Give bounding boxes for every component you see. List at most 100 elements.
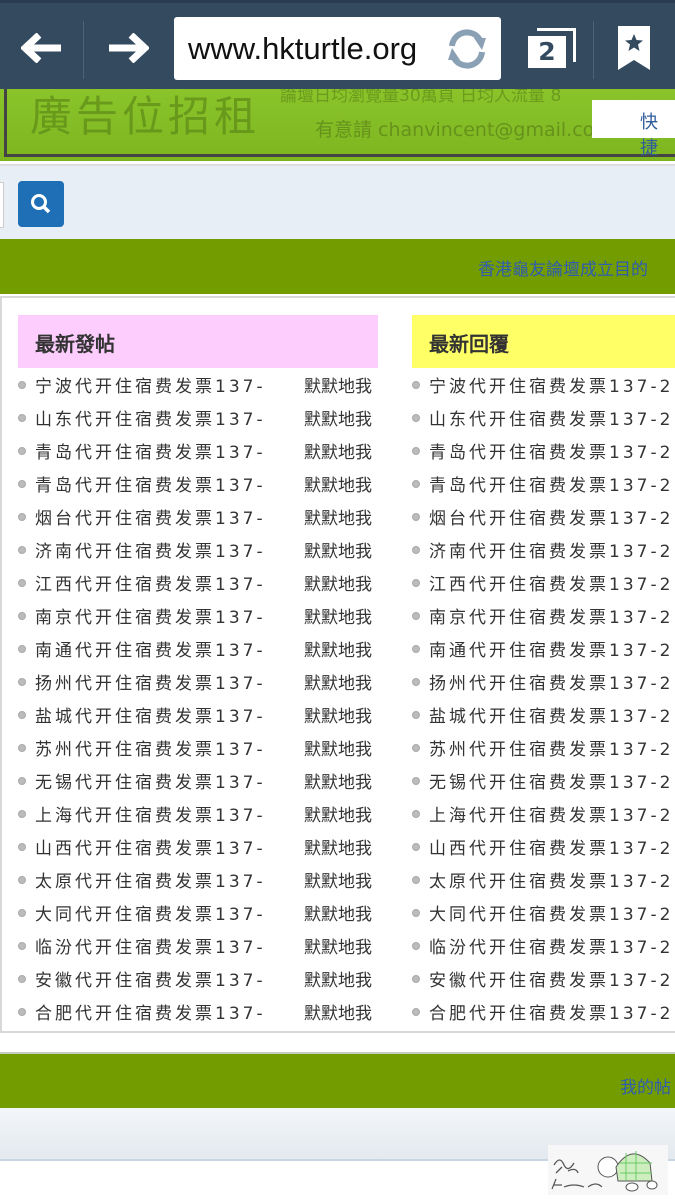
post-title[interactable]: 合肥代开住宿费发票137- (35, 1004, 266, 1024)
list-item[interactable]: 苏州代开住宿费发票137- 默默地我 (18, 731, 380, 764)
post-author[interactable]: 默默地我 (304, 509, 372, 529)
list-item[interactable]: 江西代开住宿费发票137-2 (412, 566, 675, 599)
reply-title[interactable]: 大同代开住宿费发票137-2 (429, 905, 674, 925)
list-item[interactable]: 大同代开住宿费发票137-2 (412, 896, 675, 929)
list-item[interactable]: 安徽代开住宿费发票137- 默默地我 (18, 962, 380, 995)
reply-title[interactable]: 山东代开住宿费发票137-2 (429, 410, 674, 430)
post-title[interactable]: 大同代开住宿费发票137- (35, 905, 266, 925)
post-title[interactable]: 苏州代开住宿费发票137- (35, 740, 266, 760)
list-item[interactable]: 宁波代开住宿费发票137-2 (412, 368, 675, 401)
list-item[interactable]: 临汾代开住宿费发票137- 默默地我 (18, 929, 380, 962)
quick-link[interactable]: 快捷 (592, 100, 675, 159)
reply-title[interactable]: 江西代开住宿费发票137-2 (429, 575, 674, 595)
post-author[interactable]: 默默地我 (304, 740, 372, 760)
post-author[interactable]: 默默地我 (304, 476, 372, 496)
list-item[interactable]: 济南代开住宿费发票137- 默默地我 (18, 533, 380, 566)
reply-title[interactable]: 烟台代开住宿费发票137-2 (429, 509, 674, 529)
list-item[interactable]: 太原代开住宿费发票137-2 (412, 863, 675, 896)
reply-title[interactable]: 上海代开住宿费发票137-2 (429, 806, 674, 826)
post-title[interactable]: 山西代开住宿费发票137- (35, 839, 266, 859)
post-author[interactable]: 默默地我 (304, 872, 372, 892)
post-title[interactable]: 青岛代开住宿费发票137- (35, 476, 266, 496)
post-author[interactable]: 默默地我 (304, 377, 372, 397)
reply-title[interactable]: 合肥代开住宿费发票137-2 (429, 1004, 674, 1024)
forward-button[interactable] (100, 3, 156, 92)
list-item[interactable]: 山西代开住宿费发票137-2 (412, 830, 675, 863)
list-item[interactable]: 南通代开住宿费发票137- 默默地我 (18, 632, 380, 665)
list-item[interactable]: 合肥代开住宿费发票137-2 (412, 995, 675, 1028)
list-item[interactable]: 山东代开住宿费发票137- 默默地我 (18, 401, 380, 434)
list-item[interactable]: 安徽代开住宿费发票137-2 (412, 962, 675, 995)
nav-link[interactable]: 香港龜友論壇成立目的 (478, 260, 648, 280)
list-item[interactable]: 济南代开住宿费发票137-2 (412, 533, 675, 566)
list-item[interactable]: 无锡代开住宿费发票137- 默默地我 (18, 764, 380, 797)
list-item[interactable]: 上海代开住宿费发票137- 默默地我 (18, 797, 380, 830)
list-item[interactable]: 扬州代开住宿费发票137-2 (412, 665, 675, 698)
list-item[interactable]: 无锡代开住宿费发票137-2 (412, 764, 675, 797)
post-author[interactable]: 默默地我 (304, 773, 372, 793)
post-title[interactable]: 太原代开住宿费发票137- (35, 872, 266, 892)
reply-title[interactable]: 苏州代开住宿费发票137-2 (429, 740, 674, 760)
bookmark-button[interactable] (612, 3, 656, 92)
search-input[interactable] (0, 182, 4, 228)
post-author[interactable]: 默默地我 (304, 707, 372, 727)
back-button[interactable] (14, 3, 70, 92)
reply-title[interactable]: 青岛代开住宿费发票137-2 (429, 476, 674, 496)
list-item[interactable]: 烟台代开住宿费发票137- 默默地我 (18, 500, 380, 533)
post-author[interactable]: 默默地我 (304, 674, 372, 694)
post-title[interactable]: 盐城代开住宿费发票137- (35, 707, 266, 727)
hkturtle-logo[interactable] (548, 1145, 668, 1195)
post-author[interactable]: 默默地我 (304, 1004, 372, 1024)
reply-title[interactable]: 安徽代开住宿费发票137-2 (429, 971, 674, 991)
reply-title[interactable]: 无锡代开住宿费发票137-2 (429, 773, 674, 793)
list-item[interactable]: 青岛代开住宿费发票137- 默默地我 (18, 467, 380, 500)
post-title[interactable]: 安徽代开住宿费发票137- (35, 971, 266, 991)
search-button[interactable] (18, 181, 64, 227)
post-author[interactable]: 默默地我 (304, 938, 372, 958)
list-item[interactable]: 盐城代开住宿费发票137- 默默地我 (18, 698, 380, 731)
post-title[interactable]: 南通代开住宿费发票137- (35, 641, 266, 661)
reply-title[interactable]: 南通代开住宿费发票137-2 (429, 641, 674, 661)
post-title[interactable]: 南京代开住宿费发票137- (35, 608, 266, 628)
post-author[interactable]: 默默地我 (304, 443, 372, 463)
post-title[interactable]: 无锡代开住宿费发票137- (35, 773, 266, 793)
post-title[interactable]: 青岛代开住宿费发票137- (35, 443, 266, 463)
post-title[interactable]: 临汾代开住宿费发票137- (35, 938, 266, 958)
list-item[interactable]: 青岛代开住宿费发票137-2 (412, 467, 675, 500)
list-item[interactable]: 青岛代开住宿费发票137- 默默地我 (18, 434, 380, 467)
reply-title[interactable]: 山西代开住宿费发票137-2 (429, 839, 674, 859)
post-author[interactable]: 默默地我 (304, 608, 372, 628)
list-item[interactable]: 南通代开住宿费发票137-2 (412, 632, 675, 665)
post-title[interactable]: 山东代开住宿费发票137- (35, 410, 266, 430)
list-item[interactable]: 南京代开住宿费发票137- 默默地我 (18, 599, 380, 632)
tabs-button[interactable]: 2 (524, 3, 580, 92)
post-title[interactable]: 江西代开住宿费发票137- (35, 575, 266, 595)
post-title[interactable]: 宁波代开住宿费发票137- (35, 377, 266, 397)
list-item[interactable]: 青岛代开住宿费发票137-2 (412, 434, 675, 467)
my-posts-link[interactable]: 我的帖 (620, 1078, 671, 1098)
post-title[interactable]: 济南代开住宿费发票137- (35, 542, 266, 562)
list-item[interactable]: 江西代开住宿费发票137- 默默地我 (18, 566, 380, 599)
list-item[interactable]: 山西代开住宿费发票137- 默默地我 (18, 830, 380, 863)
reply-title[interactable]: 盐城代开住宿费发票137-2 (429, 707, 674, 727)
post-author[interactable]: 默默地我 (304, 641, 372, 661)
post-author[interactable]: 默默地我 (304, 806, 372, 826)
reply-title[interactable]: 南京代开住宿费发票137-2 (429, 608, 674, 628)
list-item[interactable]: 大同代开住宿费发票137- 默默地我 (18, 896, 380, 929)
reply-title[interactable]: 扬州代开住宿费发票137-2 (429, 674, 674, 694)
list-item[interactable]: 太原代开住宿费发票137- 默默地我 (18, 863, 380, 896)
list-item[interactable]: 合肥代开住宿费发票137- 默默地我 (18, 995, 380, 1028)
list-item[interactable]: 扬州代开住宿费发票137- 默默地我 (18, 665, 380, 698)
list-item[interactable]: 盐城代开住宿费发票137-2 (412, 698, 675, 731)
url-bar[interactable]: www.hkturtle.org (174, 17, 501, 80)
post-title[interactable]: 上海代开住宿费发票137- (35, 806, 266, 826)
post-author[interactable]: 默默地我 (304, 575, 372, 595)
reply-title[interactable]: 临汾代开住宿费发票137-2 (429, 938, 674, 958)
reply-title[interactable]: 宁波代开住宿费发票137-2 (429, 377, 674, 397)
post-title[interactable]: 扬州代开住宿费发票137- (35, 674, 266, 694)
list-item[interactable]: 苏州代开住宿费发票137-2 (412, 731, 675, 764)
post-author[interactable]: 默默地我 (304, 839, 372, 859)
ad-banner[interactable]: 廣告位招租 論壇日均瀏覽量30萬頁 日均人流量 8 有意請 chanvincen… (0, 89, 675, 161)
reload-icon[interactable] (444, 26, 490, 72)
list-item[interactable]: 宁波代开住宿费发票137- 默默地我 (18, 368, 380, 401)
